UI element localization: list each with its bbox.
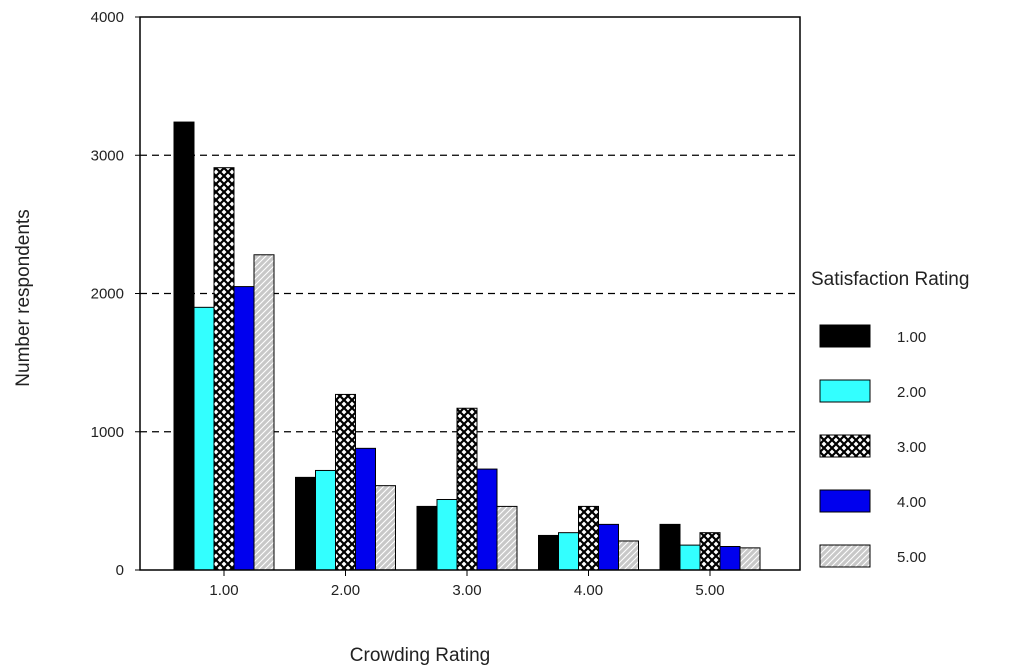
bar-cat1-series1 xyxy=(173,121,195,571)
bar-cat4-series1 xyxy=(538,534,559,571)
bar-cat1-series4 xyxy=(233,286,255,571)
x-tick-label: 3.00 xyxy=(452,582,481,599)
bar-cat1-series3 xyxy=(213,167,235,571)
y-axis-title: Number respondents xyxy=(13,209,34,386)
x-axis-ticks: 1.00 2.00 3.00 4.00 5.00 xyxy=(209,570,725,599)
bar-cat3-series1 xyxy=(416,505,438,571)
legend: Satisfaction Rating 1.00 2.00 3.00 4.00 5.00 xyxy=(811,269,969,568)
bar-cat3-series5 xyxy=(496,505,518,571)
x-axis-title: Crowding Rating xyxy=(350,645,490,666)
x-tick-label: 2.00 xyxy=(331,582,360,599)
bar-cat5-series1 xyxy=(659,523,681,571)
legend-swatch-1 xyxy=(819,324,871,348)
bar-cat4-series4 xyxy=(598,523,619,571)
bar-cat4-series2 xyxy=(558,532,579,571)
legend-swatch-5 xyxy=(819,544,871,568)
legend-label-2: 2.00 xyxy=(897,384,926,401)
bar-cat1-series5 xyxy=(253,254,275,571)
legend-label-4: 4.00 xyxy=(897,494,926,511)
bar-cat3-series4 xyxy=(476,468,498,571)
bar-cat3-series2 xyxy=(436,498,458,571)
y-tick-label: 3000 xyxy=(91,147,124,164)
bar-cat5-series5 xyxy=(739,547,761,571)
legend-swatch-3 xyxy=(819,434,871,458)
x-tick-label: 5.00 xyxy=(695,582,724,599)
y-tick-label: 0 xyxy=(116,562,124,579)
legend-swatch-2 xyxy=(819,379,871,403)
legend-label-5: 5.00 xyxy=(897,549,926,566)
bar-cat4-series5 xyxy=(618,540,639,571)
y-tick-label: 4000 xyxy=(91,9,124,26)
bar-cat2-series2 xyxy=(315,469,336,571)
bar-cat2-series4 xyxy=(355,447,376,571)
bar-cat2-series5 xyxy=(375,485,396,571)
bars xyxy=(173,121,761,571)
legend-title: Satisfaction Rating xyxy=(811,269,969,290)
y-tick-label: 2000 xyxy=(91,286,124,303)
y-axis-ticks: 0 1000 2000 3000 4000 xyxy=(91,9,140,579)
legend-label-3: 3.00 xyxy=(897,439,926,456)
x-tick-label: 1.00 xyxy=(209,582,238,599)
bar-cat5-series4 xyxy=(719,545,741,571)
legend-label-1: 1.00 xyxy=(897,329,926,346)
bar-cat2-series1 xyxy=(295,476,316,571)
x-tick-label: 4.00 xyxy=(574,582,603,599)
bar-cat4-series3 xyxy=(578,505,599,571)
y-tick-label: 1000 xyxy=(91,424,124,441)
bar-cat1-series2 xyxy=(193,306,215,571)
bar-cat5-series3 xyxy=(699,532,721,571)
bar-cat5-series2 xyxy=(679,544,701,571)
legend-swatch-4 xyxy=(819,489,871,513)
bar-cat3-series3 xyxy=(456,407,478,571)
bar-cat2-series3 xyxy=(335,393,356,571)
